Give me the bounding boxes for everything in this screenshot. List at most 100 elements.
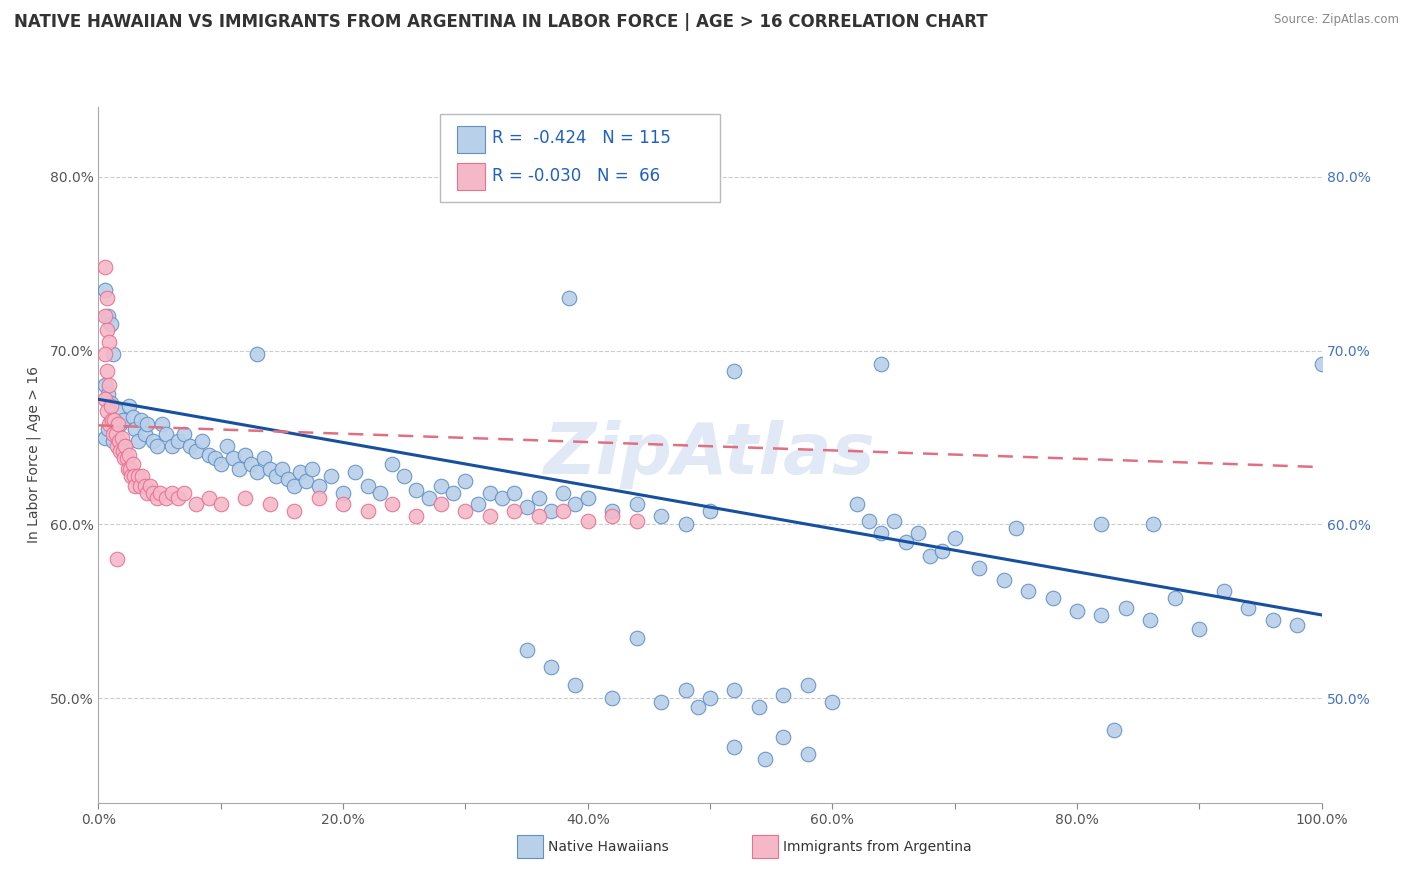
- Point: [100, 395, 122, 409]
- Point: [96, 364, 118, 378]
- Point: [222, 451, 245, 466]
- Point: [150, 417, 173, 431]
- Point: [127, 434, 149, 448]
- Point: [93, 347, 115, 361]
- Point: [1004, 521, 1026, 535]
- Point: [650, 695, 672, 709]
- Point: [111, 444, 134, 458]
- Point: [290, 465, 312, 479]
- Point: [626, 514, 648, 528]
- Text: Native Hawaiians: Native Hawaiians: [548, 839, 669, 854]
- Point: [1115, 601, 1137, 615]
- Point: [858, 514, 880, 528]
- Point: [98, 378, 121, 392]
- Point: [515, 642, 537, 657]
- Point: [111, 430, 134, 444]
- Point: [209, 497, 232, 511]
- Point: [553, 503, 575, 517]
- Point: [332, 486, 354, 500]
- Point: [527, 508, 550, 523]
- Point: [650, 508, 672, 523]
- Point: [1042, 591, 1064, 605]
- Point: [259, 462, 281, 476]
- Point: [121, 409, 143, 424]
- Point: [686, 700, 709, 714]
- Point: [167, 491, 190, 506]
- Point: [441, 486, 464, 500]
- Point: [430, 497, 453, 511]
- Point: [100, 399, 122, 413]
- Point: [277, 472, 299, 486]
- Point: [564, 677, 586, 691]
- Point: [101, 347, 124, 361]
- Point: [356, 479, 378, 493]
- Point: [576, 514, 599, 528]
- Point: [344, 465, 367, 479]
- Point: [295, 474, 318, 488]
- Point: [797, 677, 820, 691]
- Point: [1090, 517, 1112, 532]
- Point: [1142, 517, 1164, 532]
- Point: [270, 462, 294, 476]
- Point: [105, 404, 128, 418]
- Point: [118, 399, 141, 413]
- Point: [228, 462, 250, 476]
- Text: Source: ZipAtlas.com: Source: ZipAtlas.com: [1274, 13, 1399, 27]
- Point: [540, 660, 562, 674]
- Point: [246, 347, 269, 361]
- Point: [1017, 583, 1039, 598]
- Point: [319, 468, 342, 483]
- Point: [907, 526, 929, 541]
- Point: [155, 427, 177, 442]
- Point: [110, 417, 132, 431]
- Point: [93, 430, 115, 444]
- Point: [845, 497, 868, 511]
- Point: [301, 462, 323, 476]
- Point: [134, 479, 156, 493]
- Point: [772, 730, 794, 744]
- Point: [699, 691, 721, 706]
- Point: [97, 422, 120, 436]
- Point: [136, 486, 159, 500]
- Point: [118, 448, 141, 462]
- Point: [1212, 583, 1234, 598]
- Point: [478, 486, 501, 500]
- Text: R =  -0.424   N = 115: R = -0.424 N = 115: [492, 129, 671, 147]
- Point: [179, 439, 201, 453]
- Point: [332, 497, 354, 511]
- Point: [797, 747, 820, 761]
- Point: [883, 514, 905, 528]
- Point: [100, 318, 122, 332]
- Point: [146, 439, 169, 453]
- Point: [920, 549, 942, 563]
- Point: [723, 740, 745, 755]
- Point: [97, 309, 120, 323]
- Point: [160, 486, 183, 500]
- Point: [146, 491, 169, 506]
- Point: [553, 486, 575, 500]
- Point: [134, 427, 156, 442]
- Point: [149, 486, 172, 500]
- Point: [1261, 613, 1284, 627]
- Point: [186, 444, 208, 458]
- Point: [93, 392, 115, 407]
- Point: [626, 631, 648, 645]
- Point: [558, 291, 581, 305]
- Point: [1237, 601, 1260, 615]
- Point: [454, 503, 477, 517]
- Point: [101, 427, 124, 442]
- Point: [233, 491, 256, 506]
- Point: [104, 427, 127, 442]
- Point: [136, 417, 159, 431]
- Point: [967, 561, 990, 575]
- Point: [821, 695, 844, 709]
- Point: [1286, 618, 1309, 632]
- Point: [600, 503, 623, 517]
- Point: [96, 323, 118, 337]
- Point: [97, 387, 120, 401]
- Point: [430, 479, 453, 493]
- Y-axis label: In Labor Force | Age > 16: In Labor Force | Age > 16: [27, 367, 41, 543]
- Point: [252, 451, 274, 466]
- Point: [246, 465, 269, 479]
- Point: [870, 358, 893, 372]
